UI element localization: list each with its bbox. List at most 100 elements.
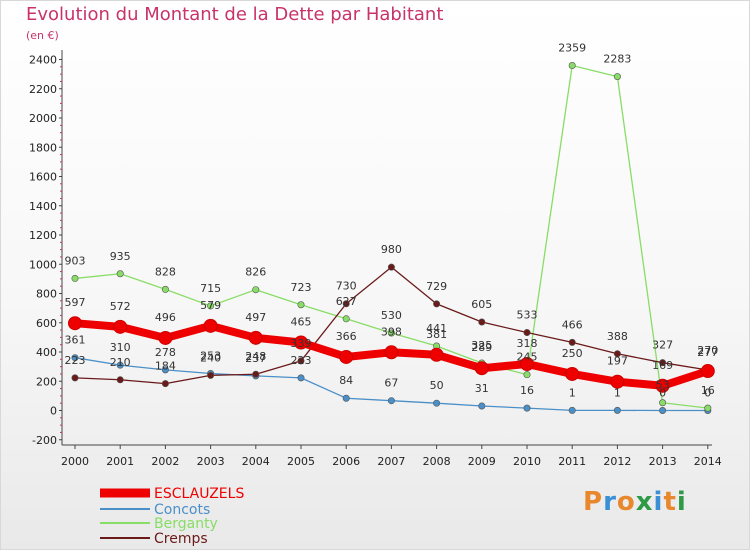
data-label: 240 <box>200 351 221 364</box>
data-label: 730 <box>336 280 357 293</box>
data-point <box>207 302 215 310</box>
data-label: 388 <box>607 330 628 343</box>
data-point <box>655 378 670 393</box>
x-tick-label: 2001 <box>106 455 134 468</box>
x-tick-label: 2009 <box>468 455 496 468</box>
legend-label: Berganty <box>154 516 218 532</box>
data-label: 729 <box>426 280 447 293</box>
y-tick-label: 2000 <box>29 112 57 125</box>
data-point <box>387 329 395 337</box>
data-label: 0 <box>704 387 711 400</box>
data-point <box>294 335 308 350</box>
data-label: 1 <box>569 386 576 399</box>
data-point <box>613 73 621 81</box>
proxiti-logo: Proxiti <box>583 487 687 517</box>
data-point <box>116 376 124 384</box>
data-point <box>704 404 712 412</box>
data-label: 466 <box>562 318 583 331</box>
data-label: 361 <box>65 334 86 347</box>
x-tick-label: 2008 <box>423 455 451 468</box>
data-label: 31 <box>475 382 489 395</box>
y-tick-label: 2200 <box>29 83 57 96</box>
data-label: 826 <box>245 266 266 279</box>
data-label: 84 <box>339 374 353 387</box>
data-point <box>568 61 576 69</box>
legend-label: Cremps <box>154 531 208 547</box>
data-point <box>252 286 260 294</box>
data-point <box>248 330 263 345</box>
data-point <box>568 338 576 346</box>
data-point <box>429 347 444 362</box>
data-label: 16 <box>701 384 715 397</box>
x-tick-label: 2013 <box>649 455 677 468</box>
data-label: 270 <box>697 344 718 357</box>
data-label: 248 <box>245 350 266 363</box>
data-point <box>71 354 79 362</box>
data-point <box>203 318 218 333</box>
data-label: 50 <box>430 379 444 392</box>
data-point <box>478 318 486 326</box>
data-label: 184 <box>155 360 176 373</box>
data-label: 441 <box>426 322 447 335</box>
data-point <box>565 366 580 381</box>
data-point <box>478 402 486 410</box>
data-point <box>339 349 354 364</box>
y-tick-label: 1400 <box>29 200 57 213</box>
data-point <box>474 361 489 376</box>
x-tick-label: 2011 <box>558 455 586 468</box>
data-point <box>116 361 124 369</box>
data-label: 289 <box>471 341 492 354</box>
data-label: 723 <box>291 281 312 294</box>
data-point <box>568 406 576 414</box>
data-label: 366 <box>336 330 357 343</box>
data-label: 278 <box>155 346 176 359</box>
data-label: 465 <box>291 315 312 328</box>
data-point <box>384 345 399 360</box>
legend-label: ESCLAUZELS <box>154 486 244 502</box>
data-point <box>659 399 667 407</box>
data-label: 277 <box>697 346 718 359</box>
data-label: 327 <box>652 339 673 352</box>
data-label: 223 <box>291 354 312 367</box>
data-point <box>113 319 128 334</box>
data-point <box>387 263 395 271</box>
data-label: 579 <box>200 299 221 312</box>
data-point <box>613 406 621 414</box>
data-point <box>613 350 621 358</box>
data-label: 627 <box>336 295 357 308</box>
data-point <box>700 364 715 379</box>
data-label: 530 <box>381 309 402 322</box>
y-tick-label: 2400 <box>29 54 57 67</box>
data-label: 245 <box>517 351 538 364</box>
data-label: 169 <box>652 359 673 372</box>
data-point <box>68 316 82 331</box>
y-tick-label: 1600 <box>29 171 57 184</box>
data-label: 903 <box>65 254 86 267</box>
data-point <box>520 356 534 371</box>
data-label: 210 <box>110 356 131 369</box>
data-point <box>659 359 667 367</box>
data-point <box>252 370 260 378</box>
y-tick-label: 400 <box>36 346 57 359</box>
data-label: 2283 <box>603 53 631 66</box>
y-tick-label: 1000 <box>29 258 57 271</box>
x-tick-label: 2000 <box>61 455 89 468</box>
data-point <box>342 394 350 402</box>
data-point <box>161 380 169 388</box>
data-label: 2359 <box>558 41 586 54</box>
data-label: 310 <box>110 341 131 354</box>
data-label: 533 <box>517 309 538 322</box>
x-tick-label: 2007 <box>377 455 405 468</box>
x-tick-label: 2003 <box>197 455 225 468</box>
data-label: 935 <box>110 250 131 263</box>
x-tick-label: 2012 <box>603 455 631 468</box>
y-tick-label: 1800 <box>29 141 57 154</box>
data-point <box>71 374 79 382</box>
data-label: 16 <box>520 384 534 397</box>
x-tick-label: 2005 <box>287 455 315 468</box>
chart-subtitle: (en €) <box>26 29 59 42</box>
data-point <box>297 357 305 365</box>
data-label: 223 <box>65 354 86 367</box>
data-label: 0 <box>659 387 666 400</box>
